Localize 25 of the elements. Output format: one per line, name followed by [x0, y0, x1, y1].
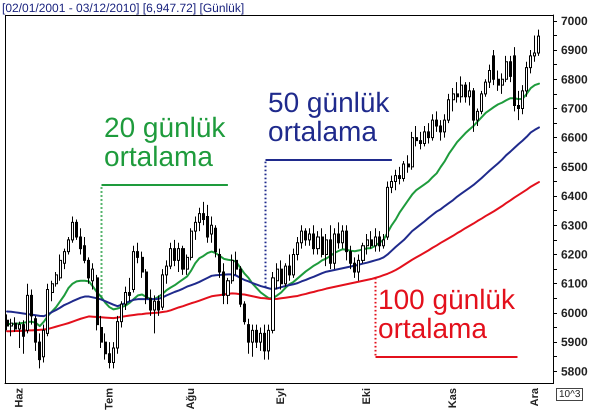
x-tick-label: Eki — [361, 388, 374, 405]
text: 50 günlük ortalama — [268, 87, 390, 147]
y-tick-label: 6700 — [561, 101, 588, 116]
y-tick-label: 6800 — [561, 72, 588, 86]
y-tick-label: 5800 — [561, 364, 588, 378]
y-tick-label: 6600 — [561, 130, 588, 145]
legend-label: 100 günlük ortalama — [378, 284, 516, 344]
y-tick-label: 6500 — [561, 160, 588, 174]
x-tick-label: Ara — [528, 387, 541, 406]
y-tick-label: 5900 — [561, 335, 588, 350]
y-tick-label: 6400 — [561, 189, 588, 204]
chart-title: [02/01/2001 - 03/12/2010] [6,947.72] [Günlük] — [2, 1, 244, 15]
y-tick-label: 7000 — [561, 14, 588, 28]
y-tick-label: 6300 — [561, 218, 588, 232]
x-tick-label: Eyl — [275, 388, 288, 405]
y-tick-label: 6000 — [561, 306, 588, 320]
y-tick-label: 6900 — [561, 43, 588, 58]
x-tick-label: Haz — [13, 388, 26, 408]
x-tick-label: Ağu — [185, 388, 198, 410]
y-tick-label: 6100 — [561, 276, 588, 291]
x-tick-label: Tem — [103, 388, 116, 410]
y-tick-label: 6200 — [561, 247, 588, 262]
text: 10^3 — [556, 388, 584, 401]
text: 20 günlük ortalama — [104, 112, 226, 172]
x-tick-label: Kas — [447, 388, 460, 408]
